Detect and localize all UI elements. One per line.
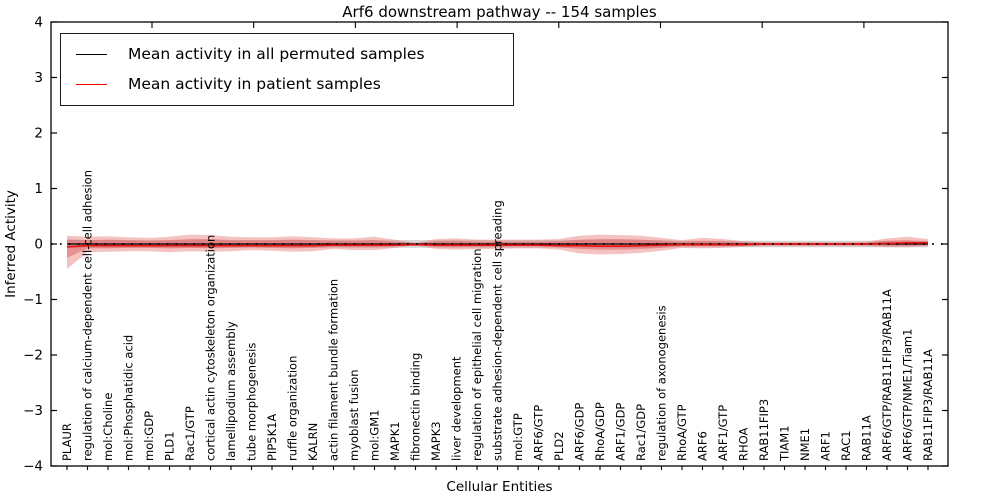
x-category-label: lamellipodium assembly xyxy=(224,321,238,461)
x-category-label: ARF6/GTP/NME1/Tiam1 xyxy=(901,329,915,461)
y-tick-label: 4 xyxy=(34,15,43,31)
x-category-label: regulation of epithelial cell migration xyxy=(470,249,484,461)
x-category-label: mol:Phosphatidic acid xyxy=(122,335,136,461)
x-category-label: tube morphogenesis xyxy=(245,343,259,461)
x-category-label: ARF1/GTP xyxy=(716,405,730,461)
x-category-label: ARF6/GTP/RAB11FIP3/RAB11A xyxy=(880,289,894,461)
x-category-label: PIP5K1A xyxy=(265,414,279,461)
x-category-label: MAPK1 xyxy=(388,421,402,461)
x-category-label: KALRN xyxy=(306,423,320,461)
legend-label-permuted: Mean activity in all permuted samples xyxy=(128,45,425,63)
y-tick-label: 2 xyxy=(34,126,43,142)
x-category-label: Rac1/GTP xyxy=(183,406,197,461)
legend-label-patient: Mean activity in patient samples xyxy=(128,75,381,93)
legend-item-patient: Mean activity in patient samples xyxy=(61,69,513,99)
x-category-label: regulation of calcium-dependent cell-cel… xyxy=(81,170,95,461)
x-category-label: RhoA/GTP xyxy=(675,404,689,461)
x-category-label: liver development xyxy=(450,356,464,461)
x-category-label: ARF1/GDP xyxy=(614,403,628,461)
x-category-label: ARF1 xyxy=(819,431,833,461)
x-category-label: Rac1/GDP xyxy=(634,404,648,461)
x-category-label: fibronectin binding xyxy=(409,353,423,461)
x-category-label: substrate adhesion-dependent cell spread… xyxy=(491,200,505,461)
x-category-label: ruffle organization xyxy=(286,356,300,461)
y-tick-label: −3 xyxy=(23,403,43,419)
x-category-label: RAB11FIP3/RAB11A xyxy=(921,349,935,461)
x-category-label: RAC1 xyxy=(839,430,853,461)
y-tick-label: 1 xyxy=(34,181,43,197)
patient-mean-line xyxy=(66,242,928,248)
x-category-label: NME1 xyxy=(798,428,812,461)
x-category-label: ARF6/GDP xyxy=(573,403,587,461)
x-category-label: MAPK3 xyxy=(429,421,443,461)
permuted-line-swatch-icon xyxy=(76,53,107,55)
y-tick-label: 0 xyxy=(34,237,43,253)
x-axis-title: Cellular Entities xyxy=(446,479,553,495)
x-category-label: myoblast fusion xyxy=(347,369,361,461)
legend: Mean activity in all permuted samples Me… xyxy=(60,33,514,106)
x-category-label: RAB11A xyxy=(860,415,874,461)
x-category-label: RAB11FIP3 xyxy=(757,399,771,461)
x-category-label: mol:GM1 xyxy=(368,410,382,461)
x-category-label: RhoA/GDP xyxy=(593,402,607,461)
x-category-label: ARF6 xyxy=(696,431,710,461)
patient-line-swatch-icon xyxy=(76,83,107,85)
x-category-label: ARF6/GTP xyxy=(532,405,546,461)
x-category-label: mol:Choline xyxy=(101,393,115,461)
y-tick-label: −1 xyxy=(23,292,43,308)
x-category-label: PLD1 xyxy=(163,431,177,461)
legend-item-permuted: Mean activity in all permuted samples xyxy=(61,39,513,69)
y-tick-label: 3 xyxy=(34,70,43,86)
y-tick-label: −4 xyxy=(23,459,43,475)
y-tick-label: −2 xyxy=(23,348,43,364)
x-category-label: mol:GDP xyxy=(142,411,156,461)
x-category-label: regulation of axonogenesis xyxy=(655,305,669,461)
y-axis-title: Inferred Activity xyxy=(3,190,19,298)
x-category-label: RHOA xyxy=(737,428,751,461)
x-category-label: TIAM1 xyxy=(778,425,792,462)
x-category-label: PLD2 xyxy=(552,431,566,461)
chart-title: Arf6 downstream pathway -- 154 samples xyxy=(342,3,657,21)
x-category-label: mol:GTP xyxy=(511,413,525,461)
x-category-label: cortical actin cytoskeleton organization xyxy=(204,235,218,461)
x-category-label: PLAUR xyxy=(60,423,74,461)
x-category-label: actin filament bundle formation xyxy=(327,279,341,461)
